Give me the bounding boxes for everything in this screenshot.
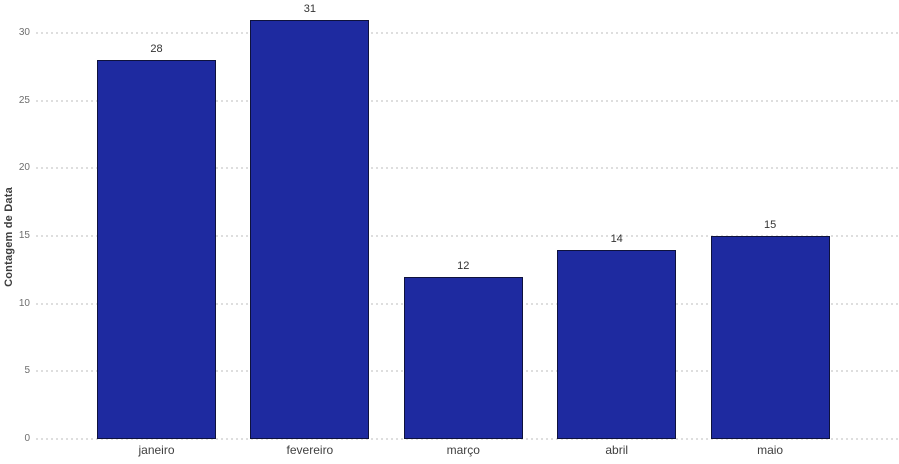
gridline (36, 235, 899, 238)
bar-value-label: 12 (457, 259, 470, 272)
gridline (36, 32, 899, 35)
x-category-label: março (446, 443, 480, 457)
x-category-label: fevereiro (286, 443, 334, 457)
x-category-label: abril (605, 443, 629, 457)
bar (710, 236, 830, 439)
bar (403, 276, 523, 439)
bar-value-label: 28 (150, 43, 163, 56)
y-tick-label: 25 (18, 94, 30, 106)
gridline (36, 167, 899, 170)
bar (250, 19, 370, 439)
bar (97, 60, 216, 439)
y-tick-label: 5 (24, 365, 30, 377)
y-tick-label: 20 (18, 162, 30, 174)
bar (557, 249, 677, 439)
bar-value-label: 15 (763, 219, 777, 232)
y-tick-label: 10 (18, 297, 30, 309)
y-tick-label: 15 (18, 230, 30, 242)
bar-value-label: 14 (610, 232, 623, 245)
x-category-label: maio (757, 443, 784, 457)
x-category-label: janeiro (138, 443, 175, 457)
y-tick-label: 30 (18, 27, 30, 39)
bar-value-label: 31 (303, 2, 317, 15)
y-tick-label: 0 (24, 433, 30, 444)
gridline (36, 99, 899, 102)
gridline (36, 438, 899, 440)
